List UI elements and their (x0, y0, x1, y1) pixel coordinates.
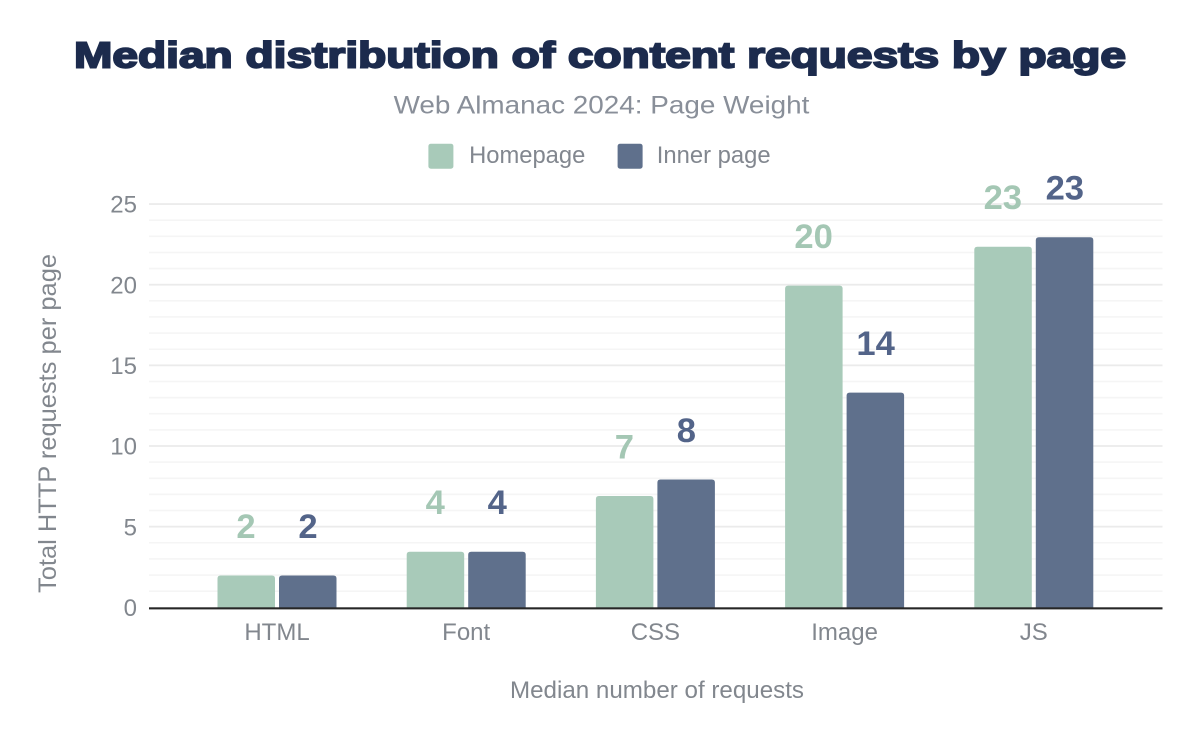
svg-text:25: 25 (110, 192, 137, 219)
svg-text:8: 8 (677, 412, 696, 450)
svg-text:Total HTTP requests per page: Total HTTP requests per page (34, 254, 62, 593)
svg-text:20: 20 (794, 218, 832, 256)
svg-text:Median number of requests: Median number of requests (510, 677, 804, 704)
svg-text:CSS: CSS (631, 619, 680, 646)
svg-text:4: 4 (488, 484, 508, 522)
svg-text:7: 7 (615, 428, 634, 466)
svg-text:Homepage: Homepage (469, 142, 585, 169)
svg-text:15: 15 (110, 353, 137, 380)
svg-text:2: 2 (298, 508, 317, 546)
svg-text:HTML: HTML (244, 619, 309, 646)
svg-text:Font: Font (442, 619, 490, 646)
svg-text:Inner page: Inner page (657, 142, 771, 169)
svg-text:20: 20 (110, 272, 137, 299)
svg-text:23: 23 (1046, 170, 1084, 208)
svg-text:4: 4 (426, 484, 446, 522)
svg-text:Median distribution of content: Median distribution of content requests … (74, 35, 1126, 76)
svg-text:0: 0 (124, 595, 137, 622)
svg-text:14: 14 (856, 325, 895, 363)
svg-text:Web Almanac 2024: Page Weight: Web Almanac 2024: Page Weight (394, 92, 810, 120)
svg-text:JS: JS (1020, 619, 1048, 646)
svg-text:5: 5 (124, 514, 137, 541)
svg-text:Image: Image (811, 619, 878, 646)
svg-text:23: 23 (984, 179, 1022, 217)
svg-text:2: 2 (236, 508, 255, 546)
svg-text:10: 10 (110, 434, 137, 461)
